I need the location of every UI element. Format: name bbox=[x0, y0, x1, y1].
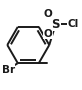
Text: Br: Br bbox=[2, 65, 15, 75]
Text: Cl: Cl bbox=[68, 19, 79, 29]
Text: O: O bbox=[43, 9, 52, 19]
Text: S: S bbox=[51, 18, 60, 31]
Text: O: O bbox=[43, 29, 52, 39]
